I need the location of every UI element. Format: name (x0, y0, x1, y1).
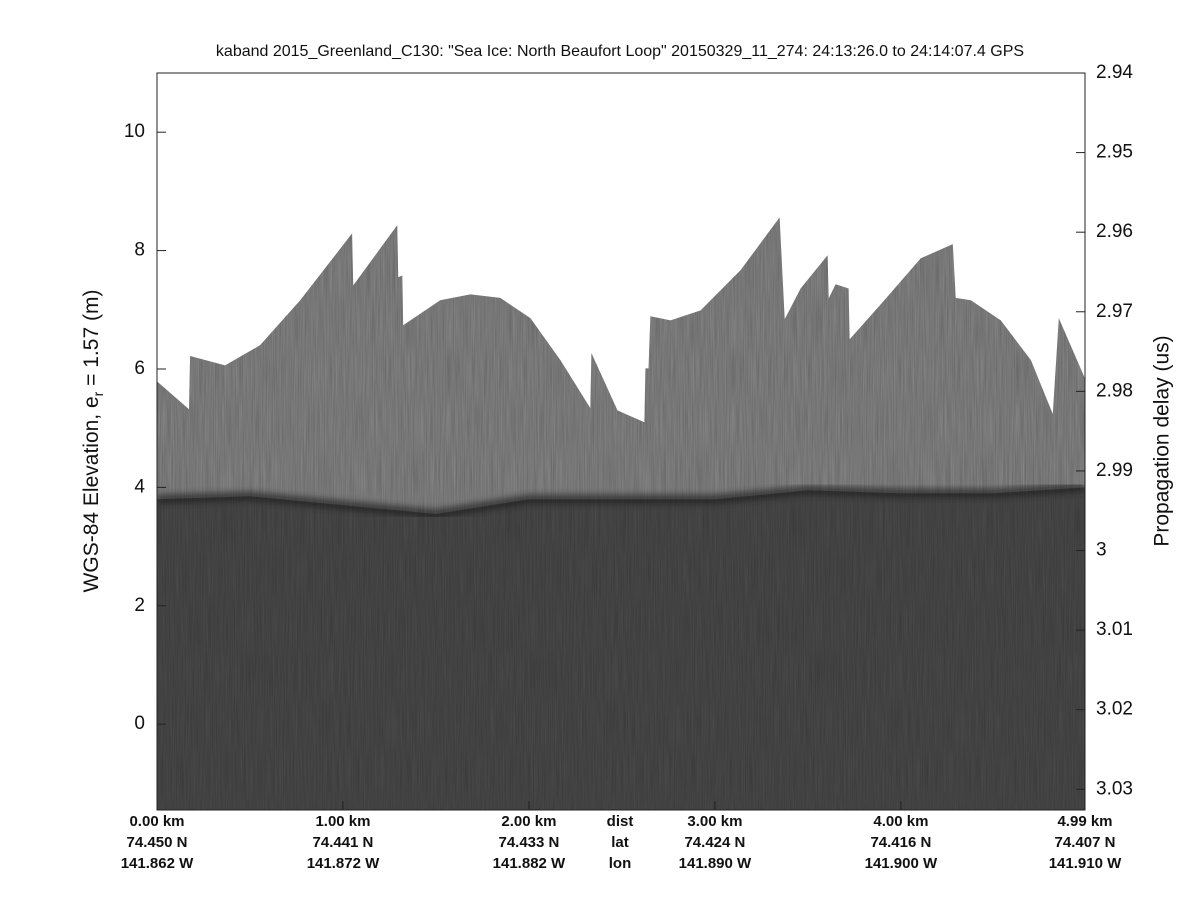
row-label: lat (611, 834, 629, 851)
x-tick-label: 4.99 km (1057, 813, 1112, 830)
y-tick-label: 10 (124, 121, 145, 142)
lon-label: 141.872 W (307, 855, 380, 872)
y2-tick-label: 2.96 (1096, 221, 1133, 242)
y-tick-label: 4 (134, 476, 145, 497)
y-axis-label: WGS-84 Elevation, er = 1.57 (m) (80, 290, 106, 593)
lon-label: 141.900 W (865, 855, 938, 872)
row-label: dist (607, 813, 634, 830)
y-tick-label: 6 (134, 358, 145, 379)
x-tick-label: 3.00 km (687, 813, 742, 830)
lat-label: 74.407 N (1055, 834, 1116, 851)
y2-tick-label: 2.95 (1096, 142, 1133, 163)
y-label-rest: = 1.57 (m) (80, 290, 103, 392)
x-tick-label: 0.00 km (129, 813, 184, 830)
x-tick-label: 4.00 km (873, 813, 928, 830)
lat-label: 74.424 N (684, 834, 745, 851)
y2-tick-label: 3.01 (1096, 619, 1133, 640)
y2-tick-label: 2.94 (1096, 62, 1133, 83)
x-tick-label: 1.00 km (315, 813, 370, 830)
x-tick-label: 2.00 km (501, 813, 556, 830)
speckle (157, 217, 1085, 810)
y-tick-label: 8 (134, 240, 145, 261)
plot-area (157, 217, 1085, 810)
lon-label: 141.862 W (121, 855, 194, 872)
axes-box (156, 72, 1086, 811)
lat-label: 74.433 N (498, 834, 559, 851)
y2-tick-label: 3.03 (1096, 778, 1133, 799)
y-tick-label: 2 (134, 595, 145, 616)
y2-tick-label: 2.98 (1096, 380, 1133, 401)
lat-label: 74.441 N (313, 834, 374, 851)
chart-title: kaband 2015_Greenland_C130: "Sea Ice: No… (216, 43, 1024, 60)
y-label-sub: r (90, 391, 106, 396)
y-tick-label: 0 (134, 713, 145, 734)
axes: 0 2 4 6 8 10 2.94 2.95 2.96 2.97 2.98 2.99 3 3.01 3.02… (121, 62, 1134, 872)
lon-label: 141.890 W (679, 855, 752, 872)
y2-tick-label: 3.02 (1096, 699, 1133, 720)
y2-tick-label: 3 (1096, 540, 1107, 561)
y2-tick-label: 2.99 (1096, 460, 1133, 481)
y2-tick-label: 2.97 (1096, 301, 1133, 322)
lat-label: 74.450 N (127, 834, 188, 851)
lat-label: 74.416 N (870, 834, 931, 851)
y-label-main: WGS-84 Elevation, e (80, 396, 103, 592)
row-label: lon (609, 855, 632, 872)
lon-label: 141.910 W (1049, 855, 1122, 872)
lon-label: 141.882 W (493, 855, 566, 872)
y2-axis-label: Propagation delay (us) (1151, 335, 1174, 546)
